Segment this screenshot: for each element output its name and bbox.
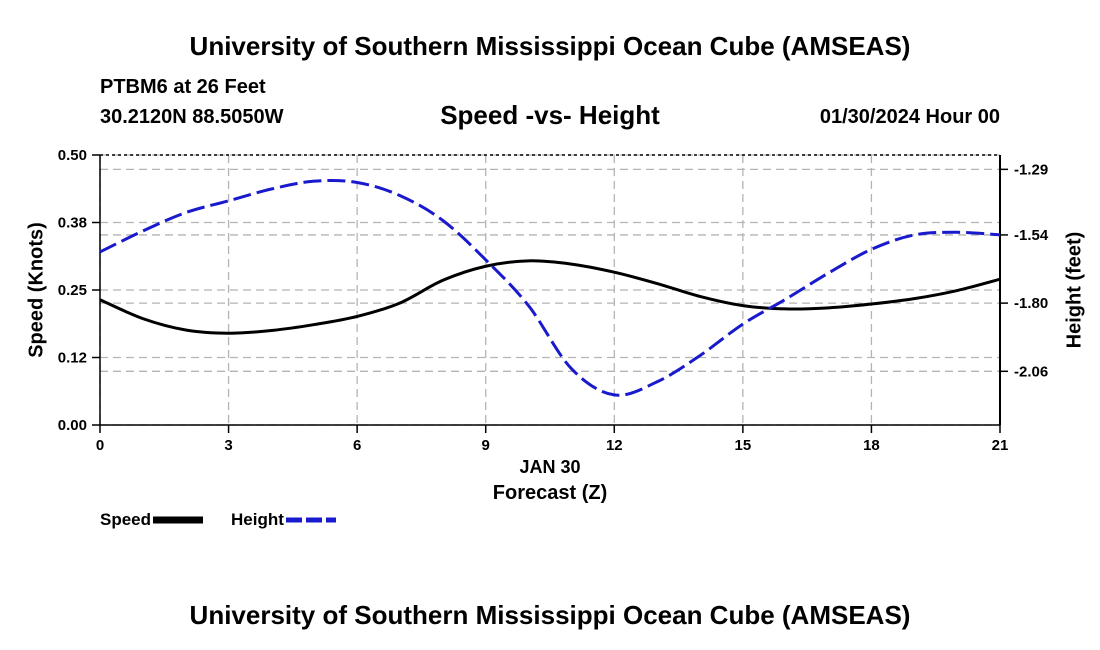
speed-series-line	[99, 259, 1001, 335]
y2-tick-label: -1.54	[1014, 227, 1049, 244]
y2-tick-label: -1.29	[1014, 161, 1048, 178]
x-tick-label: 21	[992, 437, 1009, 454]
y-tick-label: 0.50	[58, 147, 87, 164]
main-title: University of Southern Mississippi Ocean…	[189, 31, 911, 61]
coordinates-label: 30.2120N 88.5050W	[100, 106, 284, 128]
legend-height-label: Height	[231, 510, 284, 529]
x-tick-label: 12	[606, 437, 623, 454]
legend-speed-swatch	[153, 516, 204, 524]
y-axis-label-left: Speed (Knots)	[25, 222, 48, 358]
y2-tick-label: -1.80	[1014, 295, 1048, 312]
chart-subtitle: Speed -vs- Height	[440, 100, 660, 130]
y-tick-label: 0.00	[58, 417, 87, 434]
legend-height: Height	[231, 509, 336, 531]
date-label: JAN 30	[519, 457, 581, 477]
y2-tick-label: -2.06	[1014, 363, 1048, 380]
x-axis-label: Forecast (Z)	[492, 482, 608, 504]
legend-speed: Speed	[100, 509, 204, 531]
legend-speed-label: Speed	[100, 510, 152, 529]
x-tick-label: 15	[735, 437, 752, 454]
y-tick-label: 0.12	[58, 350, 87, 367]
x-tick-label: 0	[96, 437, 104, 454]
y-tick-label: 0.25	[58, 282, 87, 299]
footer-title: University of Southern Mississippi Ocean…	[189, 600, 911, 630]
y-axis-label-right: Height (feet)	[1063, 231, 1086, 349]
x-tick-label: 3	[224, 437, 232, 454]
height-series-line	[99, 178, 1001, 397]
x-tick-label: 18	[863, 437, 880, 454]
station-label: PTBM6 at 26 Feet	[100, 76, 266, 98]
forecast-datetime: 01/30/2024 Hour 00	[819, 106, 1000, 128]
y-tick-label: 0.38	[58, 215, 87, 232]
x-tick-label: 6	[353, 437, 361, 454]
legend-height-swatch	[285, 517, 336, 523]
x-tick-label: 9	[482, 437, 490, 454]
